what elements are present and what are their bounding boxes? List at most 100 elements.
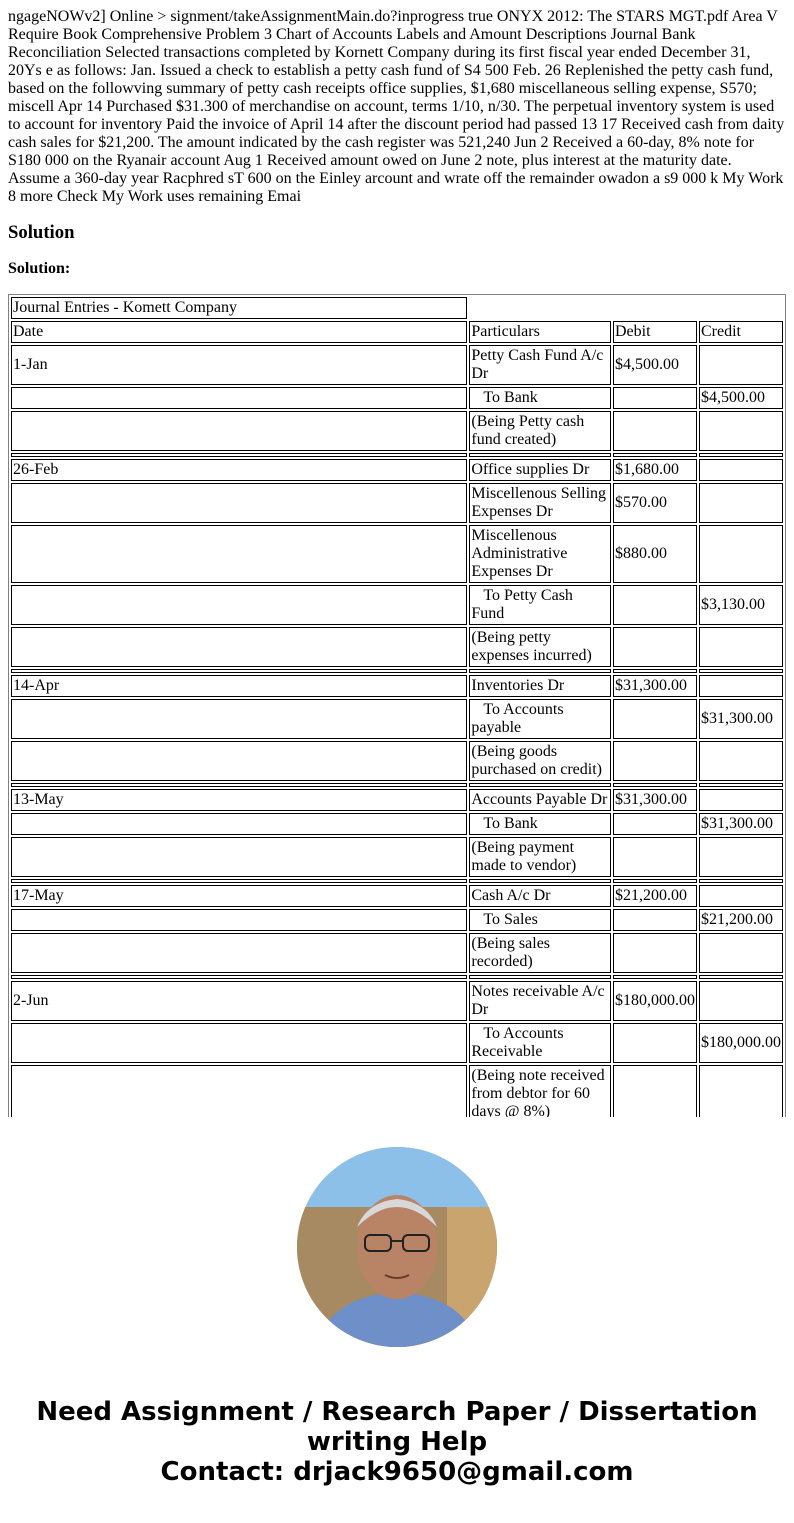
particulars-cell: To Bank bbox=[469, 813, 611, 835]
credit-cell bbox=[698, 525, 783, 583]
credit-cell bbox=[698, 837, 783, 877]
date-cell bbox=[11, 585, 468, 625]
table-row: 14-Apr Inventories Dr $31,300.00 bbox=[11, 675, 783, 697]
empty-cell bbox=[469, 783, 611, 787]
empty-cell bbox=[11, 783, 468, 787]
promo-line: Need Assignment / Research Paper / Disse… bbox=[36, 1397, 758, 1457]
empty-cell bbox=[469, 879, 611, 883]
empty-cell bbox=[612, 669, 697, 673]
date-cell bbox=[11, 387, 468, 409]
promo-contact: Contact: drjack9650@gmail.com bbox=[160, 1457, 634, 1487]
date-cell bbox=[11, 741, 468, 781]
empty-cell bbox=[698, 879, 783, 883]
empty-cell bbox=[469, 453, 611, 457]
empty-cell bbox=[698, 975, 783, 979]
empty-cell bbox=[11, 669, 468, 673]
credit-cell bbox=[698, 933, 783, 973]
table-row: To Bank $4,500.00 bbox=[11, 387, 783, 409]
date-cell bbox=[11, 627, 468, 667]
empty-cell bbox=[11, 453, 468, 457]
particulars-cell: (Being goods purchased on credit) bbox=[469, 741, 611, 781]
debit-cell bbox=[612, 837, 697, 877]
credit-cell: $31,300.00 bbox=[698, 699, 783, 739]
date-cell bbox=[11, 909, 468, 931]
debit-cell bbox=[612, 1023, 697, 1063]
credit-cell bbox=[698, 885, 783, 907]
header-particulars: Particulars bbox=[469, 321, 611, 343]
author-photo bbox=[297, 1147, 497, 1347]
date-cell: 13-May bbox=[11, 789, 468, 811]
credit-cell bbox=[698, 459, 783, 481]
debit-cell: $180,000.00 bbox=[612, 981, 697, 1021]
particulars-cell: (Being payment made to vendor) bbox=[469, 837, 611, 877]
header-credit: Credit bbox=[698, 321, 783, 343]
solution-heading: Solution bbox=[8, 222, 75, 243]
table-container: Journal Entries - Komett Company Date Pa… bbox=[8, 294, 786, 1117]
credit-cell bbox=[698, 675, 783, 697]
separator-row bbox=[11, 975, 783, 979]
debit-cell: $570.00 bbox=[612, 483, 697, 523]
table-row: 1-Jan Petty Cash Fund A/c Dr $4,500.00 bbox=[11, 345, 783, 385]
empty-cell bbox=[11, 879, 468, 883]
particulars-cell: To Sales bbox=[469, 909, 611, 931]
credit-cell: $3,130.00 bbox=[698, 585, 783, 625]
particulars-cell: Notes receivable A/c Dr bbox=[469, 981, 611, 1021]
header-debit: Debit bbox=[612, 321, 697, 343]
empty-cell bbox=[612, 783, 697, 787]
empty-cell bbox=[612, 975, 697, 979]
credit-cell: $4,500.00 bbox=[698, 387, 783, 409]
table-title: Journal Entries - Komett Company bbox=[11, 297, 468, 319]
table-row: Miscellenous Selling Expenses Dr $570.00 bbox=[11, 483, 783, 523]
table-row: To Accounts Receivable $180,000.00 bbox=[11, 1023, 783, 1063]
empty-cell bbox=[698, 669, 783, 673]
debit-cell bbox=[612, 813, 697, 835]
credit-cell bbox=[698, 627, 783, 667]
table-row: 17-May Cash A/c Dr $21,200.00 bbox=[11, 885, 783, 907]
empty-cell bbox=[469, 975, 611, 979]
date-cell bbox=[11, 411, 468, 451]
debit-cell bbox=[612, 387, 697, 409]
solution-label: Solution: bbox=[8, 260, 71, 277]
credit-cell bbox=[698, 411, 783, 451]
empty-cell bbox=[612, 453, 697, 457]
separator-row bbox=[11, 783, 783, 787]
debit-cell bbox=[612, 741, 697, 781]
particulars-cell: To Accounts payable bbox=[469, 699, 611, 739]
debit-cell bbox=[612, 699, 697, 739]
date-cell: 1-Jan bbox=[11, 345, 468, 385]
table-row: 2-Jun Notes receivable A/c Dr $180,000.00 bbox=[11, 981, 783, 1021]
table-row: (Being Petty cash fund created) bbox=[11, 411, 783, 451]
debit-cell bbox=[612, 411, 697, 451]
table-row: To Accounts payable $31,300.00 bbox=[11, 699, 783, 739]
table-title-row: Journal Entries - Komett Company bbox=[11, 297, 783, 319]
particulars-cell: To Petty Cash Fund bbox=[469, 585, 611, 625]
debit-cell: $4,500.00 bbox=[612, 345, 697, 385]
separator-row bbox=[11, 453, 783, 457]
table-row: To Petty Cash Fund $3,130.00 bbox=[11, 585, 783, 625]
particulars-cell: Miscellenous Administrative Expenses Dr bbox=[469, 525, 611, 583]
date-cell: 14-Apr bbox=[11, 675, 468, 697]
date-cell: 17-May bbox=[11, 885, 468, 907]
table-row: (Being petty expenses incurred) bbox=[11, 627, 783, 667]
particulars-cell: Cash A/c Dr bbox=[469, 885, 611, 907]
date-cell bbox=[11, 933, 468, 973]
credit-cell bbox=[698, 789, 783, 811]
date-cell bbox=[11, 837, 468, 877]
particulars-cell: Office supplies Dr bbox=[469, 459, 611, 481]
particulars-cell: Petty Cash Fund A/c Dr bbox=[469, 345, 611, 385]
journal-table: Journal Entries - Komett Company Date Pa… bbox=[8, 294, 786, 1117]
date-cell bbox=[11, 1023, 468, 1063]
debit-cell bbox=[612, 1065, 697, 1117]
debit-cell bbox=[612, 585, 697, 625]
table-row: (Being goods purchased on credit) bbox=[11, 741, 783, 781]
empty-cell bbox=[698, 453, 783, 457]
credit-cell bbox=[698, 981, 783, 1021]
date-cell: 26-Feb bbox=[11, 459, 468, 481]
separator-row bbox=[11, 879, 783, 883]
date-cell bbox=[11, 483, 468, 523]
particulars-cell: Inventories Dr bbox=[469, 675, 611, 697]
debit-cell: $880.00 bbox=[612, 525, 697, 583]
date-cell bbox=[11, 813, 468, 835]
particulars-cell: To Accounts Receivable bbox=[469, 1023, 611, 1063]
debit-cell: $31,300.00 bbox=[612, 675, 697, 697]
